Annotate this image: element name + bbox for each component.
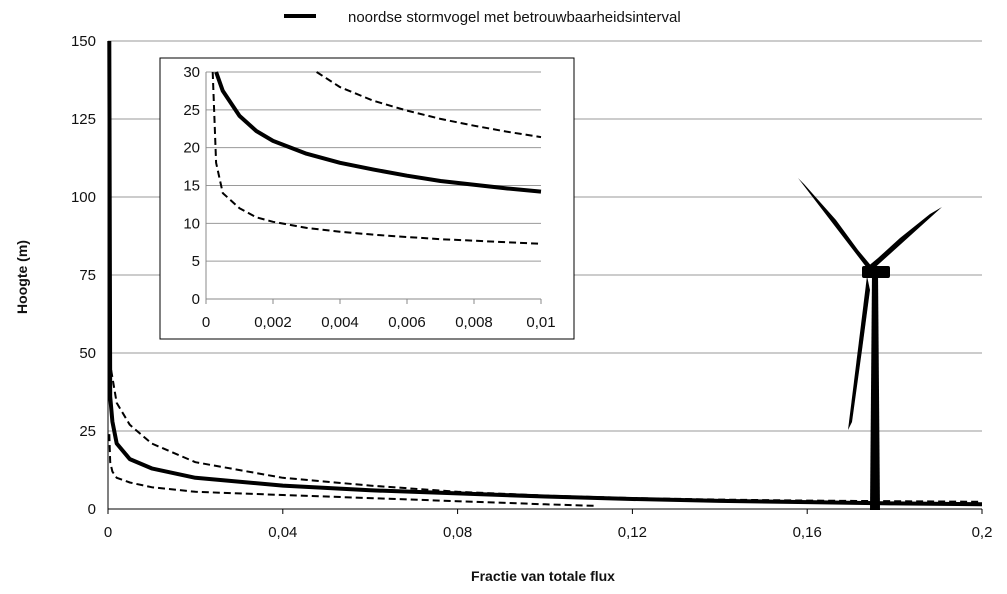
main-y-tick-label: 125	[71, 111, 96, 128]
inset-x-tick-label: 0,008	[455, 314, 493, 331]
main-x-tick-label: 0,08	[443, 524, 472, 541]
main-y-tick-label: 50	[79, 345, 96, 362]
inset-y-tick-label: 5	[192, 253, 200, 270]
turbine-tower	[870, 272, 880, 510]
main-y-tick-label: 0	[88, 501, 96, 518]
legend: noordse stormvogel met betrouwbaarheidsi…	[284, 9, 681, 26]
inset-frame	[159, 57, 575, 340]
wind-turbine-illustration	[798, 178, 942, 510]
main-y-tick-labels: 0 25 50 75 100 125 150	[71, 33, 96, 518]
main-series-central	[107, 40, 983, 507]
x-axis-title: Fractie van totale flux	[471, 568, 615, 584]
inset-series	[211, 71, 542, 245]
inset-x-tick-label: 0,01	[526, 314, 555, 331]
inset-y-tick-label: 25	[183, 102, 200, 119]
inset-x-tick-label: 0	[202, 314, 210, 331]
inset-series-interval-2	[211, 71, 542, 245]
main-y-tick-label: 150	[71, 33, 96, 50]
main-x-tick-label: 0,2	[972, 524, 993, 541]
inset-y-tick-label: 10	[183, 215, 200, 232]
inset-series-central	[214, 71, 542, 194]
legend-label: noordse stormvogel met betrouwbaarheidsi…	[348, 9, 681, 26]
inset-x-tick-labels: 0 0,002 0,004 0,006 0,008 0,01	[202, 299, 556, 331]
inset-x-tick-label: 0,004	[321, 314, 359, 331]
main-series-interval-1	[108, 359, 983, 503]
inset-x-tick-label: 0,006	[388, 314, 426, 331]
inset-y-tick-labels: 0 5 10 15 20 25 30	[183, 64, 200, 308]
main-x-tick-label: 0,16	[793, 524, 822, 541]
main-series	[107, 40, 983, 507]
inset-y-tick-label: 15	[183, 178, 200, 195]
main-x-tick-label: 0	[104, 524, 112, 541]
inset-series-interval-1	[316, 71, 542, 139]
main-y-tick-label: 75	[79, 267, 96, 284]
inset-y-tick-label: 0	[192, 291, 200, 308]
main-series-interval-2	[108, 434, 598, 507]
main-x-tick-label: 0,04	[268, 524, 297, 541]
inset-y-tick-label: 30	[183, 64, 200, 81]
y-axis-title: Hoogte (m)	[14, 240, 30, 314]
turbine-blade-upper-left	[798, 178, 873, 272]
turbine-blade-upper-right	[866, 207, 942, 272]
inset-x-tick-label: 0,002	[254, 314, 292, 331]
main-y-tick-label: 25	[79, 423, 96, 440]
main-x-tick-labels: 0 0,04 0,08 0,12 0,16 0,2	[104, 509, 993, 541]
turbine-blade-lower	[848, 276, 870, 430]
main-x-tick-label: 0,12	[618, 524, 647, 541]
main-y-tick-label: 100	[71, 189, 96, 206]
inset-y-tick-label: 20	[183, 140, 200, 157]
